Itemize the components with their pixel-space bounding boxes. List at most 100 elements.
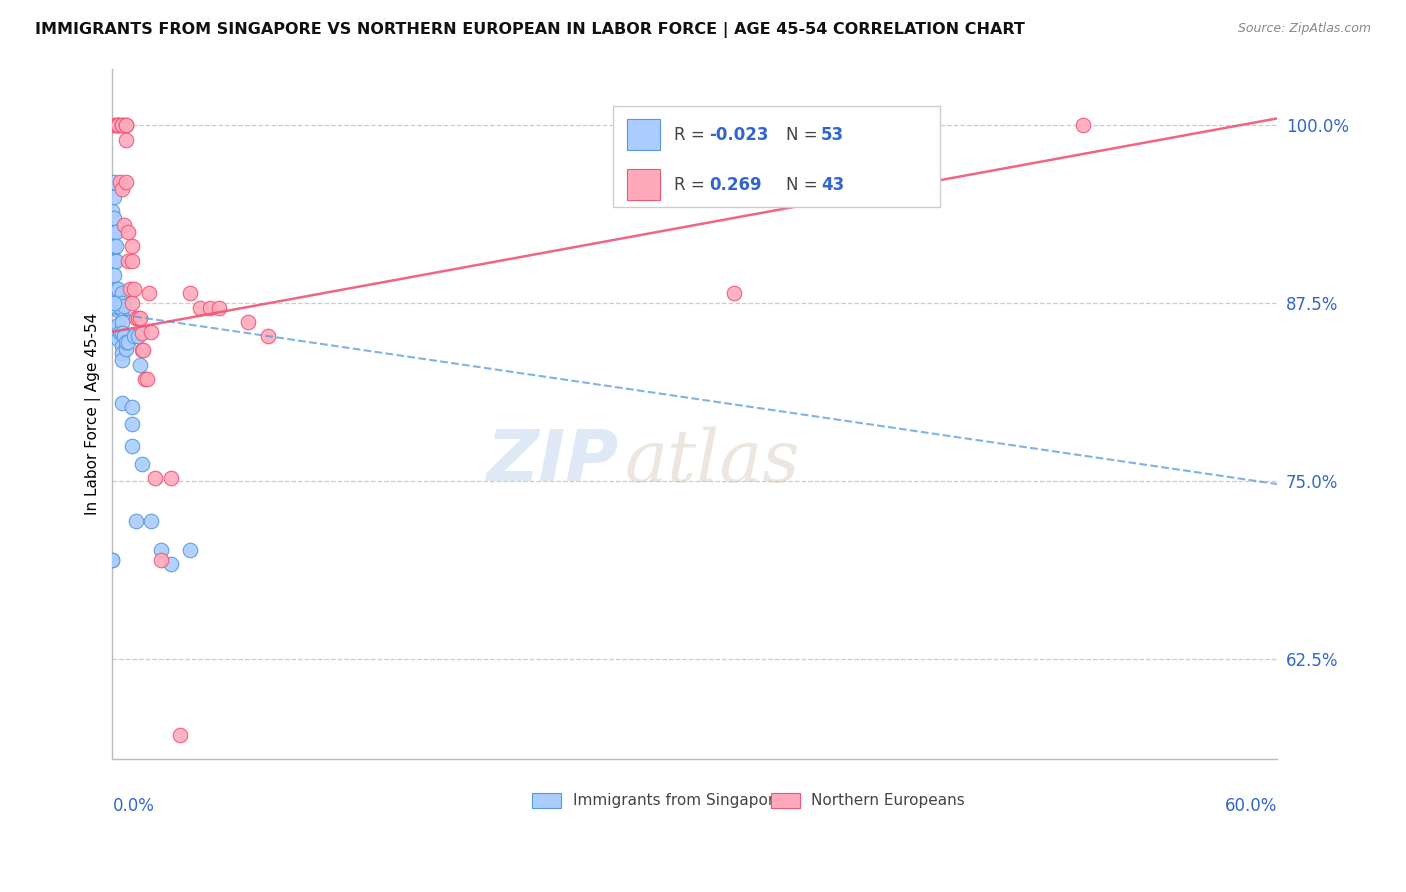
Point	[111, 346, 134, 360]
Point	[127, 329, 149, 343]
Point	[107, 332, 129, 346]
Point	[115, 133, 138, 147]
Point	[134, 372, 156, 386]
Point	[159, 471, 181, 485]
Point	[188, 301, 211, 315]
Text: Source: ZipAtlas.com: Source: ZipAtlas.com	[1237, 22, 1371, 36]
Text: -0.023: -0.023	[709, 126, 769, 144]
Point	[107, 318, 129, 332]
Text: Northern Europeans: Northern Europeans	[811, 793, 965, 808]
Text: 43: 43	[821, 176, 844, 194]
Bar	[627, 169, 659, 200]
Bar	[627, 120, 659, 150]
Point	[238, 315, 260, 329]
Point	[121, 239, 143, 253]
Point	[103, 189, 125, 203]
Point	[101, 552, 124, 566]
Text: R =: R =	[673, 176, 710, 194]
Point	[111, 396, 134, 410]
Point	[111, 303, 134, 318]
Point	[111, 119, 134, 133]
Text: 0.269: 0.269	[709, 176, 762, 194]
FancyBboxPatch shape	[613, 106, 939, 207]
Point	[105, 296, 128, 310]
Text: N =: N =	[786, 176, 823, 194]
Point	[103, 325, 125, 339]
Point	[115, 334, 138, 349]
Point	[121, 417, 143, 432]
Point	[179, 286, 201, 301]
Point	[128, 310, 150, 325]
Point	[105, 119, 128, 133]
Text: 0.0%: 0.0%	[112, 797, 155, 814]
Point	[111, 286, 134, 301]
Point	[131, 326, 153, 341]
Point	[115, 342, 138, 356]
Point	[179, 542, 201, 557]
Point	[128, 358, 150, 372]
Point	[256, 329, 278, 343]
Point	[149, 542, 172, 557]
Point	[122, 282, 145, 296]
Point	[112, 299, 135, 313]
Point	[208, 301, 231, 315]
Point	[108, 175, 131, 189]
Point	[111, 182, 134, 196]
Point	[107, 119, 129, 133]
Point	[101, 552, 124, 566]
Point	[107, 119, 129, 133]
Y-axis label: In Labor Force | Age 45-54: In Labor Force | Age 45-54	[86, 312, 101, 515]
Point	[107, 119, 129, 133]
Point	[121, 253, 143, 268]
Point	[125, 310, 148, 325]
Point	[111, 339, 134, 353]
Point	[103, 296, 125, 310]
Point	[101, 203, 124, 218]
Point	[143, 471, 166, 485]
Text: ZIP: ZIP	[486, 427, 619, 497]
Point	[198, 301, 221, 315]
Point	[131, 457, 153, 471]
Point	[111, 326, 134, 341]
Point	[105, 253, 128, 268]
Point	[1071, 119, 1094, 133]
Point	[136, 372, 159, 386]
Point	[103, 225, 125, 239]
Point	[108, 325, 131, 339]
Point	[103, 289, 125, 303]
Point	[159, 557, 181, 571]
Point	[112, 218, 135, 232]
Point	[107, 282, 129, 296]
Point	[103, 175, 125, 189]
Point	[107, 296, 129, 310]
Text: N =: N =	[786, 126, 823, 144]
Text: Immigrants from Singapore: Immigrants from Singapore	[572, 793, 783, 808]
Point	[138, 286, 160, 301]
Point	[111, 119, 134, 133]
Bar	[531, 793, 561, 808]
Point	[107, 303, 129, 318]
Point	[132, 343, 155, 358]
Text: IMMIGRANTS FROM SINGAPORE VS NORTHERN EUROPEAN IN LABOR FORCE | AGE 45-54 CORREL: IMMIGRANTS FROM SINGAPORE VS NORTHERN EU…	[35, 22, 1025, 38]
Point	[112, 329, 135, 343]
Point	[111, 353, 134, 368]
Point	[141, 325, 163, 339]
Point	[121, 439, 143, 453]
Point	[125, 514, 148, 528]
Point	[115, 119, 138, 133]
Point	[122, 329, 145, 343]
Point	[149, 552, 172, 566]
Point	[121, 296, 143, 310]
Point	[101, 246, 124, 260]
Point	[105, 239, 128, 253]
Point	[723, 286, 745, 301]
Point	[118, 282, 141, 296]
Point	[115, 119, 138, 133]
Point	[131, 343, 153, 358]
Bar	[770, 793, 800, 808]
Point	[121, 401, 143, 415]
Point	[105, 225, 128, 239]
Point	[115, 175, 138, 189]
Point	[117, 253, 139, 268]
Point	[141, 514, 163, 528]
